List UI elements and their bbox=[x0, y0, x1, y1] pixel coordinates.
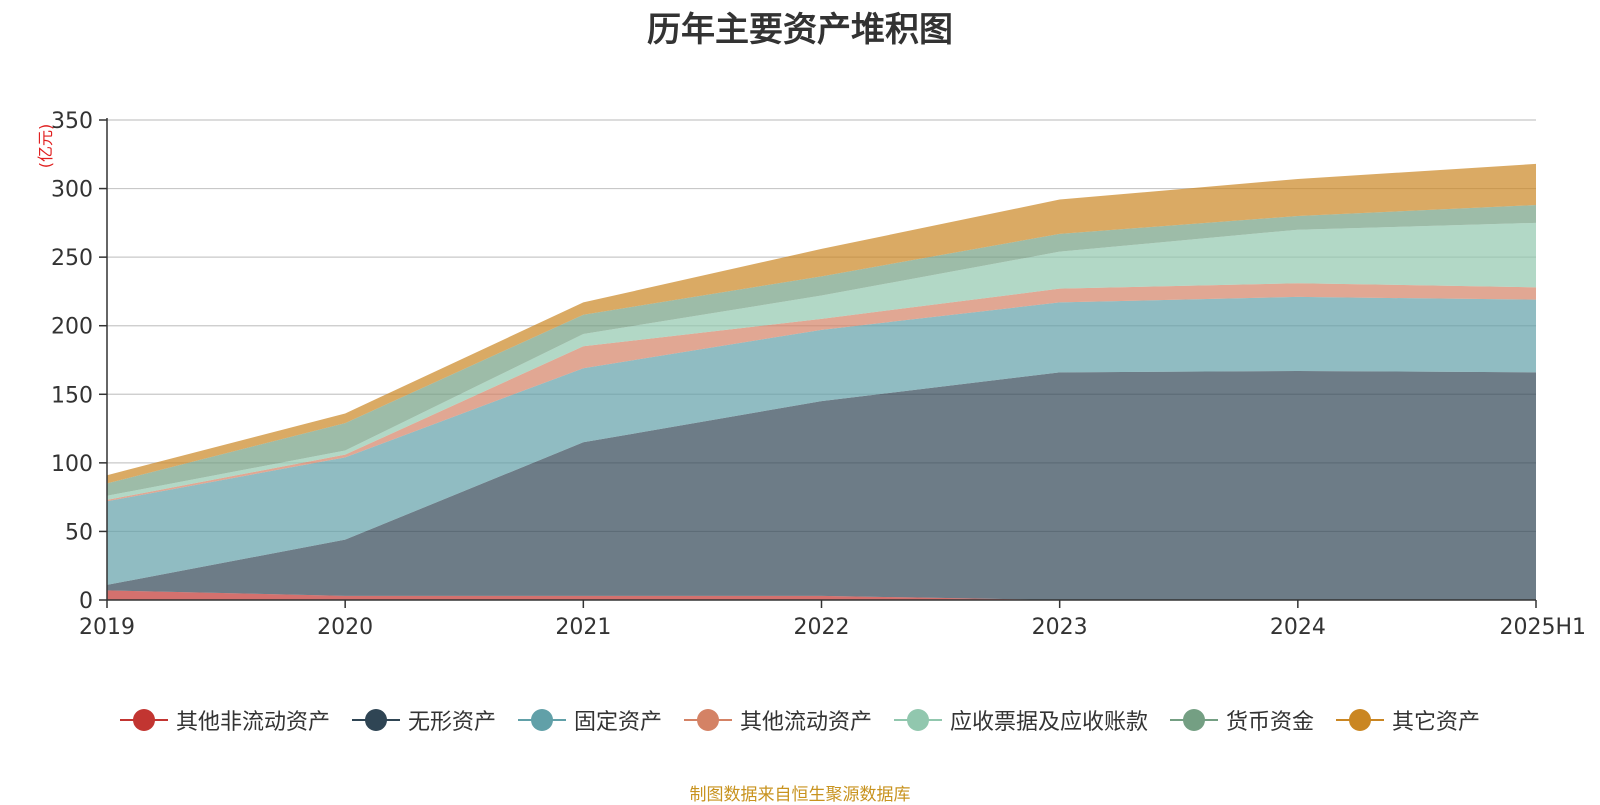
legend-marker-icon bbox=[683, 708, 732, 732]
area-series bbox=[107, 222, 1536, 500]
legend-item[interactable]: 其他非流动资产 bbox=[119, 704, 330, 736]
y-tick-label: 250 bbox=[51, 246, 93, 271]
y-tick-label: 150 bbox=[51, 383, 93, 408]
x-tick-label: 2019 bbox=[79, 615, 135, 640]
legend-label: 货币资金 bbox=[1226, 710, 1315, 735]
x-tick-label: 2024 bbox=[1270, 615, 1326, 640]
y-tick-label: 350 bbox=[51, 109, 93, 134]
area-series bbox=[107, 283, 1536, 502]
legend: 其他非流动资产 无形资产 固定资产 其他流动资产 应收票据及应收账款 货币资金 其它资产 bbox=[0, 700, 1600, 740]
y-tick-label: 300 bbox=[51, 178, 93, 203]
source-note: 制图数据来自恒生聚源数据库 bbox=[689, 785, 911, 805]
legend-label: 其他流动资产 bbox=[739, 710, 872, 735]
x-tick-label: 2022 bbox=[794, 615, 850, 640]
area-series bbox=[107, 296, 1536, 585]
axes: 0 50 100 150 200 250 300 350 2019 2020 2021 2022 202… bbox=[36, 109, 1586, 640]
legend-item[interactable]: 固定资产 bbox=[517, 704, 662, 736]
area-series bbox=[107, 370, 1536, 600]
y-tick-label: 100 bbox=[51, 452, 93, 477]
chart-title: 历年主要资产堆积图 bbox=[647, 10, 953, 50]
area-series bbox=[107, 205, 1536, 496]
y-tick-label: 50 bbox=[65, 520, 93, 545]
legend-item[interactable]: 无形资产 bbox=[351, 704, 496, 736]
legend-label: 应收票据及应收账款 bbox=[950, 710, 1149, 735]
legend-item[interactable]: 应收票据及应收账款 bbox=[894, 704, 1148, 736]
y-tick-label: 200 bbox=[51, 315, 93, 340]
legend-marker-icon bbox=[119, 708, 168, 732]
legend-marker-icon bbox=[1170, 708, 1219, 732]
legend-item[interactable]: 其他流动资产 bbox=[683, 704, 872, 736]
legend-label: 无形资产 bbox=[407, 710, 496, 735]
stacked-areas bbox=[107, 163, 1536, 600]
legend-label: 其它资产 bbox=[1392, 710, 1481, 735]
legend-marker-icon bbox=[894, 708, 942, 732]
x-tick-label: 2025H1 bbox=[1499, 615, 1586, 640]
legend-marker-icon bbox=[517, 708, 566, 732]
x-tick-label: 2021 bbox=[555, 615, 611, 640]
legend-item[interactable]: 货币资金 bbox=[1170, 704, 1314, 736]
legend-item[interactable]: 其它资产 bbox=[1336, 704, 1480, 736]
legend-label: 固定资产 bbox=[573, 710, 662, 735]
x-tick-label: 2020 bbox=[317, 615, 373, 640]
area-series bbox=[107, 590, 1536, 600]
legend-label: 其他非流动资产 bbox=[175, 710, 330, 735]
y-axis-unit-label: (亿元) bbox=[36, 124, 55, 169]
legend-marker-icon bbox=[1336, 708, 1385, 732]
area-series bbox=[107, 163, 1536, 484]
y-tick-label: 0 bbox=[79, 589, 93, 614]
x-tick-label: 2023 bbox=[1032, 615, 1088, 640]
legend-marker-icon bbox=[351, 708, 400, 732]
